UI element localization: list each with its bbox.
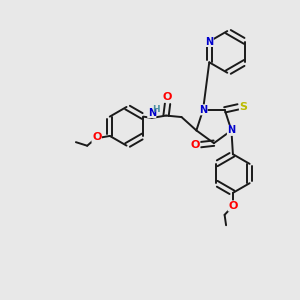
Text: O: O <box>228 201 238 211</box>
Text: H: H <box>152 104 160 113</box>
Text: O: O <box>92 132 101 142</box>
Text: N: N <box>227 125 236 135</box>
Text: O: O <box>190 140 200 150</box>
Text: O: O <box>163 92 172 102</box>
Text: N: N <box>199 105 207 115</box>
Text: N: N <box>205 37 213 46</box>
Text: S: S <box>239 102 247 112</box>
Text: N: N <box>148 108 156 118</box>
